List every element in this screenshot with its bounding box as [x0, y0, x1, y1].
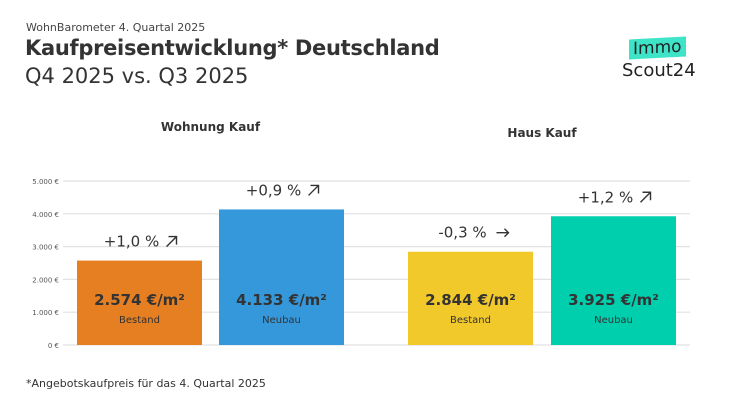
- y-tick-label: 2.000 €: [32, 276, 59, 284]
- bar-value-label: 4.133 €/m²: [236, 291, 327, 309]
- change-label: -0,3 %: [438, 224, 486, 242]
- y-tick-label: 3.000 €: [32, 244, 59, 252]
- group-label: Wohnung Kauf: [161, 120, 261, 134]
- bar-value-label: 3.925 €/m²: [568, 291, 659, 309]
- bar-value-label: 2.574 €/m²: [94, 291, 185, 309]
- page-subtitle: Q4 2025 vs. Q3 2025: [25, 64, 249, 88]
- footnote: *Angebotskaufpreis für das 4. Quartal 20…: [26, 377, 266, 390]
- bar: [551, 216, 676, 345]
- group-label: Haus Kauf: [507, 126, 577, 140]
- arrow-up-right-icon: [166, 235, 178, 248]
- bar-value-label: 2.844 €/m²: [425, 291, 516, 309]
- change-label: +0,9 %: [246, 181, 301, 199]
- y-tick-label: 5.000 €: [32, 178, 59, 186]
- logo-scout24: Scout24: [622, 60, 696, 81]
- change-label: +1,2 %: [578, 188, 633, 206]
- immoscout24-logo: Immo Scout24: [622, 36, 702, 84]
- bar-category-label: Neubau: [594, 315, 633, 326]
- bar: [77, 260, 202, 345]
- kicker: WohnBarometer 4. Quartal 2025: [26, 21, 206, 34]
- arrow-up-right-icon: [308, 184, 320, 196]
- bar-category-label: Neubau: [262, 315, 301, 326]
- y-tick-label: 0 €: [48, 342, 59, 350]
- bar-category-label: Bestand: [119, 315, 160, 326]
- bar-category-label: Bestand: [450, 315, 491, 326]
- bar: [408, 251, 533, 345]
- arrow-up-right-icon: [640, 191, 652, 203]
- y-tick-label: 1.000 €: [32, 309, 59, 317]
- bar: [219, 209, 344, 345]
- page-title: Kaufpreisentwicklung* Deutschland: [25, 36, 440, 60]
- arrow-right-icon: [496, 228, 510, 238]
- change-label: +1,0 %: [104, 233, 159, 251]
- y-tick-label: 4.000 €: [32, 211, 59, 219]
